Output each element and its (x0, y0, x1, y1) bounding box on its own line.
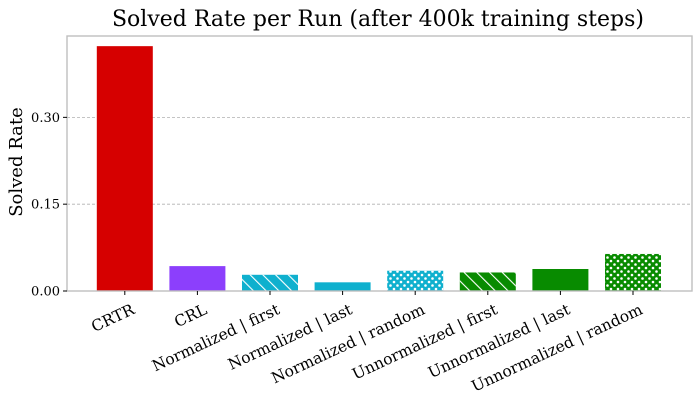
bar-hatch (387, 270, 444, 291)
y-tick-label: 0.15 (31, 198, 60, 213)
bar-hatch (242, 274, 298, 291)
bar (96, 46, 153, 291)
bar-hatch (459, 272, 516, 291)
x-tick-label: CRL (172, 300, 210, 331)
y-axis-label: Solved Rate (6, 107, 27, 217)
bar (532, 269, 589, 291)
chart-title: Solved Rate per Run (after 400k training… (112, 7, 644, 32)
y-axis-ticks: 0.00 0.15 0.30 (31, 111, 67, 300)
plot-frame (66, 35, 693, 292)
gridlines (67, 116, 692, 205)
y-tick-label: 0.30 (31, 111, 60, 126)
y-tick-label: 0.00 (31, 285, 60, 300)
bar (169, 266, 226, 291)
bars (96, 46, 661, 291)
bar-hatch (605, 253, 661, 291)
x-tick-label: CRTR (89, 300, 139, 336)
x-tick-label: Normalized | first (149, 300, 283, 375)
bar (314, 282, 371, 291)
